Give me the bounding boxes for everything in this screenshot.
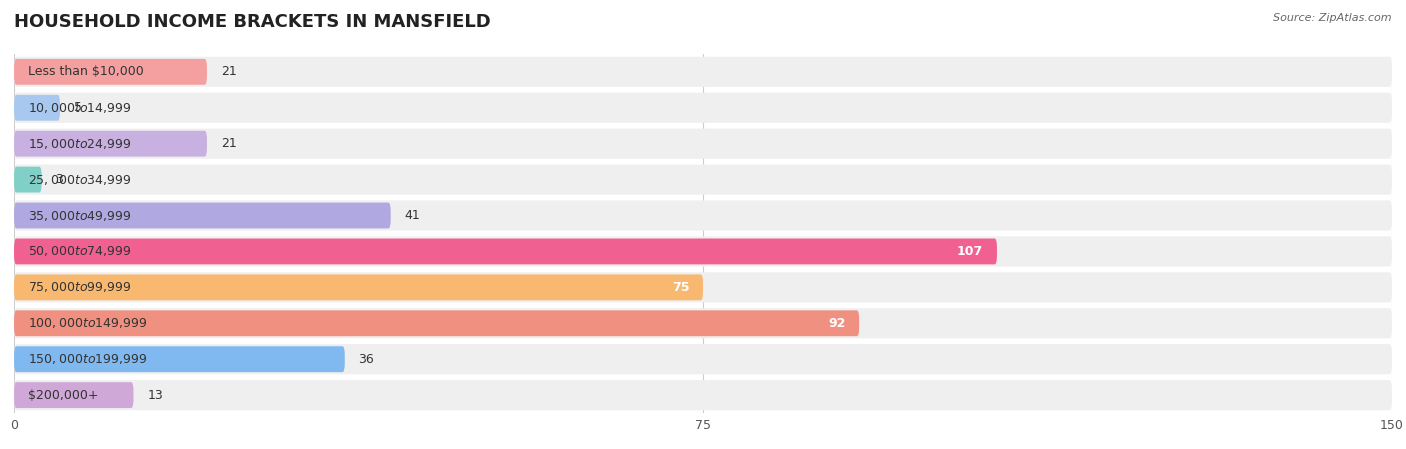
- FancyBboxPatch shape: [14, 164, 1392, 195]
- Text: $100,000 to $149,999: $100,000 to $149,999: [28, 316, 148, 330]
- Text: 21: 21: [221, 66, 236, 78]
- Text: $75,000 to $99,999: $75,000 to $99,999: [28, 280, 131, 295]
- FancyBboxPatch shape: [14, 128, 1392, 159]
- Text: Source: ZipAtlas.com: Source: ZipAtlas.com: [1274, 13, 1392, 23]
- Text: 41: 41: [405, 209, 420, 222]
- FancyBboxPatch shape: [14, 346, 344, 372]
- Text: 36: 36: [359, 353, 374, 365]
- FancyBboxPatch shape: [14, 308, 1392, 339]
- Text: $50,000 to $74,999: $50,000 to $74,999: [28, 244, 131, 259]
- FancyBboxPatch shape: [14, 236, 1392, 267]
- FancyBboxPatch shape: [14, 202, 391, 229]
- FancyBboxPatch shape: [14, 238, 997, 264]
- Text: 13: 13: [148, 389, 163, 401]
- Text: 92: 92: [828, 317, 845, 330]
- FancyBboxPatch shape: [14, 95, 60, 121]
- Text: $25,000 to $34,999: $25,000 to $34,999: [28, 172, 131, 187]
- Text: Less than $10,000: Less than $10,000: [28, 66, 143, 78]
- Text: 107: 107: [957, 245, 983, 258]
- FancyBboxPatch shape: [14, 382, 134, 408]
- Text: 21: 21: [221, 137, 236, 150]
- FancyBboxPatch shape: [14, 57, 1392, 87]
- Text: 5: 5: [73, 101, 82, 114]
- FancyBboxPatch shape: [14, 272, 1392, 303]
- Text: HOUSEHOLD INCOME BRACKETS IN MANSFIELD: HOUSEHOLD INCOME BRACKETS IN MANSFIELD: [14, 13, 491, 31]
- FancyBboxPatch shape: [14, 59, 207, 85]
- FancyBboxPatch shape: [14, 380, 1392, 410]
- FancyBboxPatch shape: [14, 274, 703, 300]
- Text: $150,000 to $199,999: $150,000 to $199,999: [28, 352, 148, 366]
- FancyBboxPatch shape: [14, 131, 207, 157]
- Text: $35,000 to $49,999: $35,000 to $49,999: [28, 208, 131, 223]
- Text: 75: 75: [672, 281, 689, 294]
- FancyBboxPatch shape: [14, 92, 1392, 123]
- FancyBboxPatch shape: [14, 344, 1392, 374]
- FancyBboxPatch shape: [14, 310, 859, 336]
- FancyBboxPatch shape: [14, 167, 42, 193]
- Text: 3: 3: [55, 173, 63, 186]
- Text: $15,000 to $24,999: $15,000 to $24,999: [28, 136, 131, 151]
- Text: $200,000+: $200,000+: [28, 389, 98, 401]
- FancyBboxPatch shape: [14, 200, 1392, 231]
- Text: $10,000 to $14,999: $10,000 to $14,999: [28, 101, 131, 115]
